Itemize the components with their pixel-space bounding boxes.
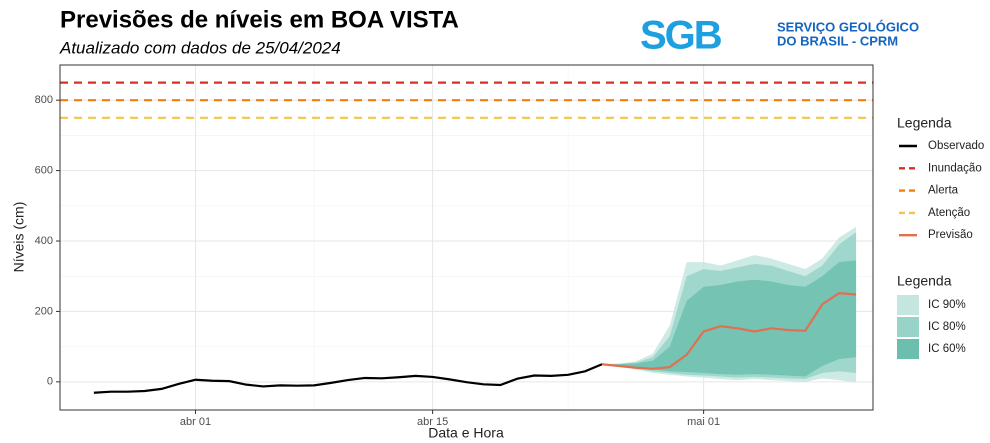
- logo-mark: SGB: [640, 14, 722, 58]
- x-tick-label: abr 01: [180, 416, 211, 428]
- y-tick-label: 600: [35, 165, 53, 177]
- series-line: [601, 291, 857, 370]
- legend-label: IC 60%: [928, 343, 966, 355]
- y-tick-label: 800: [35, 94, 53, 106]
- legend-swatch: [897, 295, 919, 315]
- x-tick-label: mai 01: [687, 416, 720, 428]
- legend-label: Inundação: [928, 162, 982, 174]
- legend-label: Previsão: [928, 229, 973, 241]
- logo: SGB SERVIÇO GEOLÓGICO DO BRASIL - CPRM: [640, 14, 919, 58]
- y-tick-label: 400: [35, 235, 53, 247]
- x-tick-label: abr 15: [417, 416, 448, 428]
- plot-area: [60, 65, 873, 410]
- y-tick-label: 0: [47, 376, 53, 388]
- chart-title: Previsões de níveis em BOA VISTA: [60, 6, 459, 33]
- legend-title: Legenda: [897, 115, 952, 131]
- x-axis-label: Data e Hora: [428, 425, 504, 441]
- logo-text: DO BRASIL - CPRM: [777, 33, 898, 48]
- y-tick-label: 200: [35, 305, 53, 317]
- confidence-band: [602, 260, 857, 377]
- legend-label: Alerta: [928, 185, 959, 197]
- legend-label: Atenção: [928, 207, 970, 219]
- panel-border: [59, 64, 874, 411]
- legend-title: Legenda: [897, 273, 952, 289]
- legend-label: Observado: [928, 140, 984, 152]
- legend-label: IC 90%: [928, 299, 966, 311]
- series-line: [93, 363, 603, 394]
- chart-subtitle: Atualizado com dados de 25/04/2024: [59, 38, 341, 57]
- legend-label: IC 80%: [928, 321, 966, 333]
- y-axis-label: Níveis (cm): [11, 202, 27, 273]
- legend-swatch: [897, 339, 919, 359]
- legend-swatch: [897, 317, 919, 337]
- logo-text: SERVIÇO GEOLÓGICO: [777, 19, 919, 34]
